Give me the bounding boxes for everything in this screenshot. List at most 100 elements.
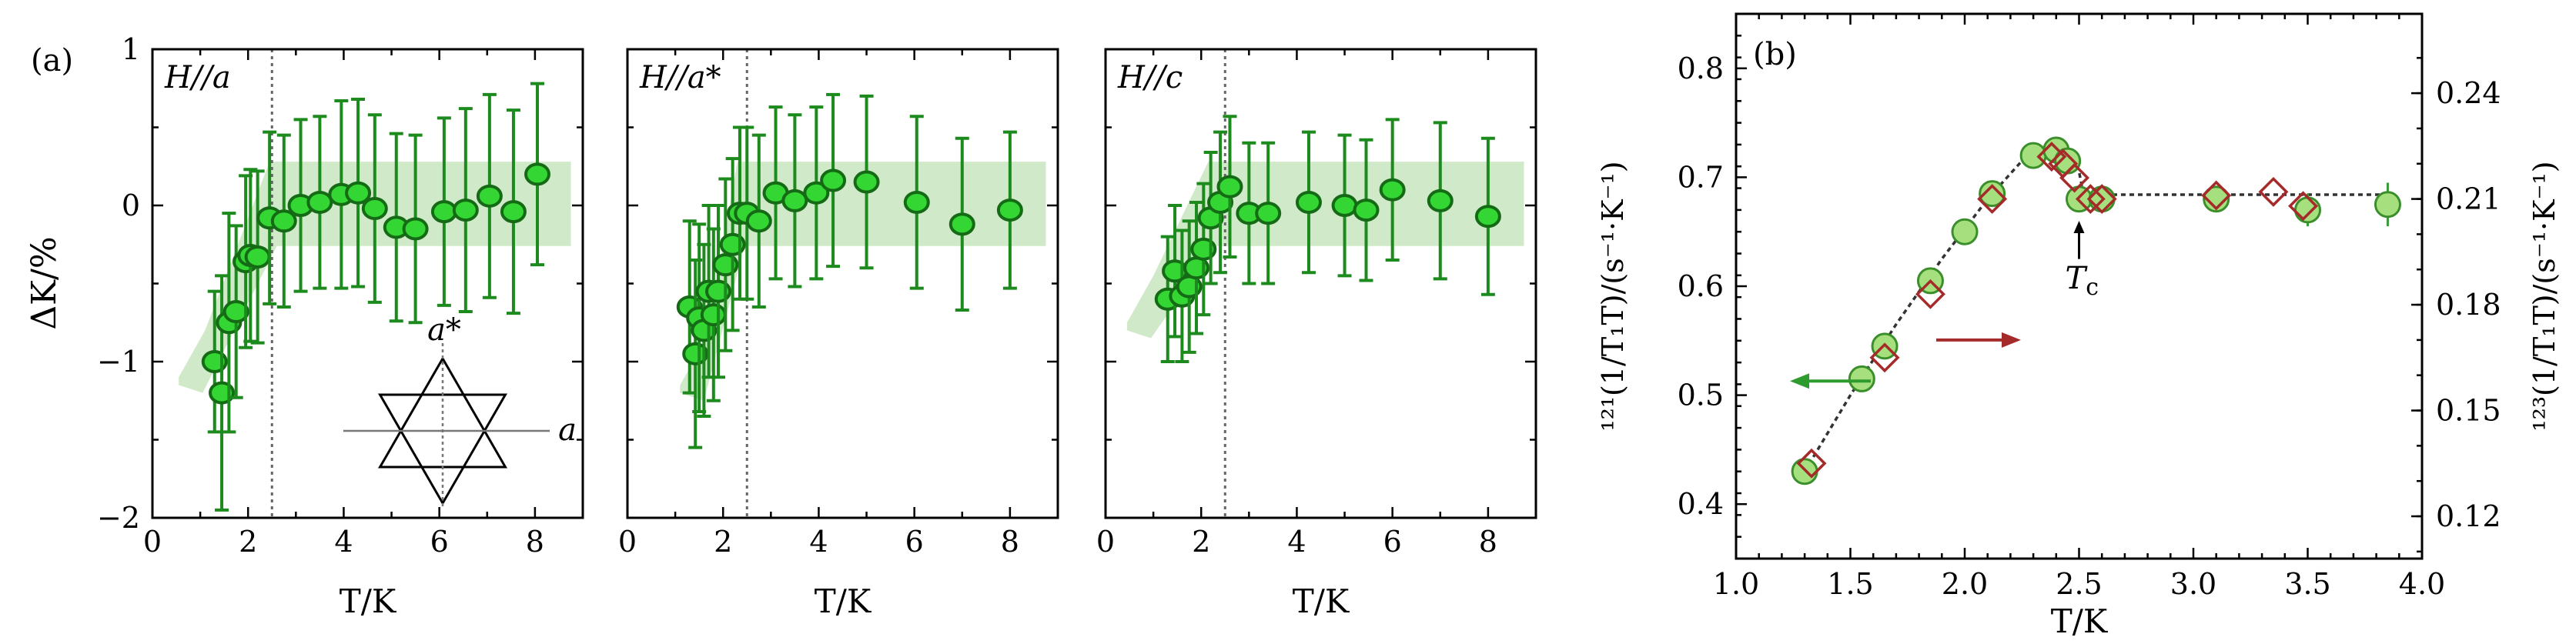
data-point-121 [2203,185,2230,213]
data-point-123 [1869,342,1900,373]
data-point [244,245,271,269]
data-point [903,190,930,214]
data-point-123 [1796,448,1827,479]
x-axis-label: T/K [340,582,397,620]
x-tick-label: 2 [714,525,732,559]
data-point [803,181,830,205]
data-point-121 [1848,365,1875,392]
data-point-121 [2019,142,2047,169]
data-point [700,303,727,327]
x-tick-label: 4 [334,525,353,559]
x-tick-label: 8 [1479,525,1497,559]
subplot-title: H//a [164,60,231,95]
y-tick-label-left: 0.7 [1678,160,1724,194]
data-point-123 [1977,184,2008,215]
data-point [306,190,333,214]
x-tick-label: 2 [239,525,257,559]
right-axis-arrow-head [2002,332,2021,348]
data-point [1474,205,1501,229]
data-point-121 [1951,218,1979,245]
data-point [1353,199,1380,222]
x-axis-label: T/K [1293,582,1350,620]
trend-band [680,162,1046,401]
x-tick-label: 6 [1383,525,1402,559]
y-tick-label-left: 0.8 [1678,52,1724,85]
x-tick-label: 4 [1287,525,1306,559]
data-point-123 [2086,184,2117,215]
marks-layer [201,82,2401,512]
x-tick-label: 4 [809,525,828,559]
data-point-121 [1979,180,2006,208]
y-axis-label-right: ¹²³(1/T₁T)/(s⁻¹·K⁻¹) [2527,161,2561,431]
data-point [430,200,457,224]
data-point [853,170,880,194]
data-point [1379,178,1406,202]
y-tick-label: −2 [97,501,140,535]
tc-arrow-head [2073,221,2085,234]
data-point-123 [2201,180,2232,211]
data-point [781,189,808,212]
x-tick-label: 3.5 [2284,567,2330,601]
shading-layer [179,49,2395,518]
x-tick-label: 6 [430,525,449,559]
x-axis-label: T/K [815,582,872,620]
y-tick-label-right: 0.15 [2436,394,2501,428]
subplot-title: H//c [1117,60,1183,95]
x-tick-label: 6 [905,525,924,559]
data-point [345,181,372,205]
data-point [402,217,429,241]
data-point [745,209,772,233]
data-point [1331,194,1358,217]
x-tick-label: 1.0 [1713,567,1759,601]
y-tick-label-left: 0.6 [1678,269,1724,303]
y-tick-label-right: 0.12 [2436,499,2501,533]
y-tick-label-right: 0.21 [2436,182,2501,216]
y-tick-label-right: 0.24 [2436,76,2501,110]
x-tick-label: 4.0 [2399,567,2445,601]
data-point [270,209,297,233]
plot-frame [151,48,584,519]
x-tick-label: 8 [1001,525,1019,559]
data-point [452,199,479,222]
x-tick-label: 0 [1096,525,1115,559]
y-tick-label-right: 0.18 [2436,288,2501,322]
frames-layer [151,12,2424,560]
x-tick-label: 1.5 [1827,567,1873,601]
x-tick-label: 0 [143,525,162,559]
text-layer: 0 2 4 6 8 T/K −2 −1 0 1 H//a 0 2 4 6 8 T/K H//a* 0 2 4 6 8 T/K H… [25,32,2561,640]
data-point [500,200,527,224]
panel-tag-b: (b) [1753,37,1797,72]
y-axis-label: ΔK/% [25,236,64,329]
data-point [1295,190,1322,214]
y-tick-label: 1 [122,32,140,66]
x-tick-label: 2.5 [2056,567,2102,601]
x-tick-label: 0 [618,525,637,559]
x-tick-label: 3.0 [2170,567,2216,601]
y-tick-label-left: 0.5 [1678,379,1724,412]
panel-tag-a: (a) [31,43,73,78]
data-point [361,197,388,221]
y-tick-label: −1 [97,345,140,379]
x-tick-label: 2 [1192,525,1210,559]
data-point [948,212,975,236]
data-point-123 [2075,184,2106,215]
tc-annotation: Tc [2066,261,2099,301]
inset-label-a-star: a* [427,312,461,348]
data-point [524,162,550,186]
data-point [1255,202,1282,225]
x-tick-label: 2.0 [1942,567,1988,601]
data-point [1427,189,1454,212]
subplot-title: H//a* [639,60,721,95]
data-point [476,184,503,208]
data-point [682,342,709,365]
data-point [820,169,847,192]
data-point [222,300,249,324]
trend-band [1126,162,1524,339]
data-point-123 [2288,191,2319,222]
x-tick-label: 8 [526,525,544,559]
data-point [996,199,1023,222]
data-point-123 [2258,176,2289,207]
y-tick-label-left: 0.4 [1678,487,1724,521]
y-axis-label-left: ¹²¹(1/T₁T)/(s⁻¹·K⁻¹) [1596,161,1630,431]
